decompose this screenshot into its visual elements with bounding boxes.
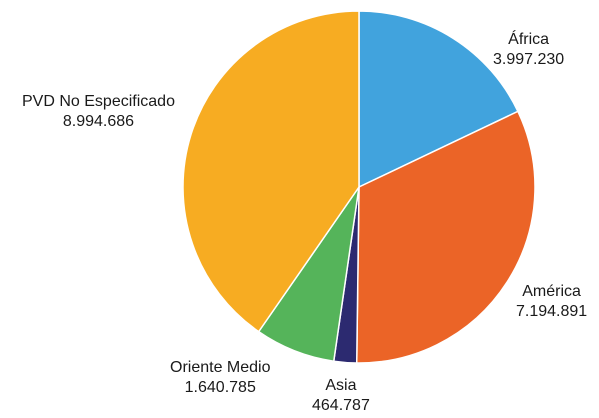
label-africa-value: 3.997.230 [493,51,565,68]
label-asia-name: Asia [325,377,357,394]
label-america-value: 7.194.891 [516,303,588,320]
label-america: América 7.194.891 [516,282,587,322]
pie-slice-america [355,110,536,364]
label-oriente-medio-name: Oriente Medio [170,359,271,376]
label-pvd-name: PVD No Especificado [22,93,175,110]
label-oriente-medio: Oriente Medio 1.640.785 [170,358,271,398]
label-pvd-value: 8.994.686 [62,113,135,130]
label-oriente-medio-value: 1.640.785 [184,379,256,396]
label-asia: Asia 464.787 [312,376,370,416]
pie-slice-africa [358,10,519,188]
label-pvd-no-especificado: PVD No Especificado 8.994.686 [22,92,175,132]
label-america-name: América [522,283,581,300]
label-africa: África 3.997.230 [493,30,564,70]
label-africa-name: África [508,31,550,48]
pie-slice-pvd-no-especificado [182,10,360,333]
pie-slices [182,10,536,364]
label-asia-value: 464.787 [312,397,370,414]
